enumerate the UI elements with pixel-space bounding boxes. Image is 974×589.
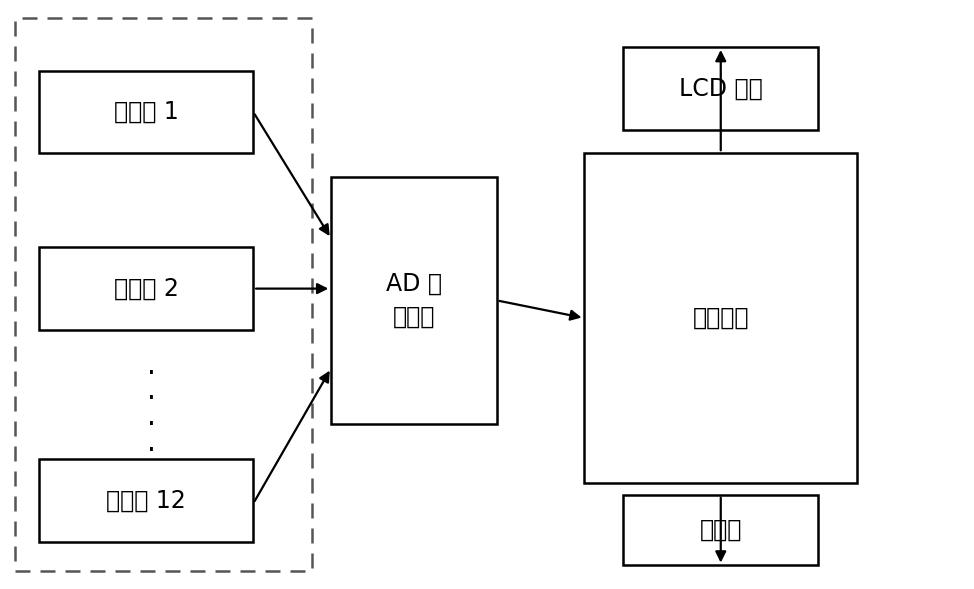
Text: ·
·
·
·: · · · · xyxy=(146,360,156,465)
Text: 传感器 1: 传感器 1 xyxy=(114,100,178,124)
Bar xyxy=(39,247,253,330)
Bar xyxy=(39,71,253,153)
Text: 传感器 12: 传感器 12 xyxy=(106,489,186,512)
Bar xyxy=(15,18,312,571)
Text: 锂电池: 锂电池 xyxy=(699,518,742,542)
Bar xyxy=(39,459,253,542)
Text: 传感器 2: 传感器 2 xyxy=(114,277,178,300)
Text: LCD 显示: LCD 显示 xyxy=(679,77,763,100)
Text: 微处理器: 微处理器 xyxy=(693,306,749,330)
Bar xyxy=(584,153,857,483)
Text: AD 采
集电路: AD 采 集电路 xyxy=(386,272,442,329)
Bar xyxy=(623,47,818,130)
Bar xyxy=(623,495,818,565)
Bar xyxy=(331,177,497,424)
